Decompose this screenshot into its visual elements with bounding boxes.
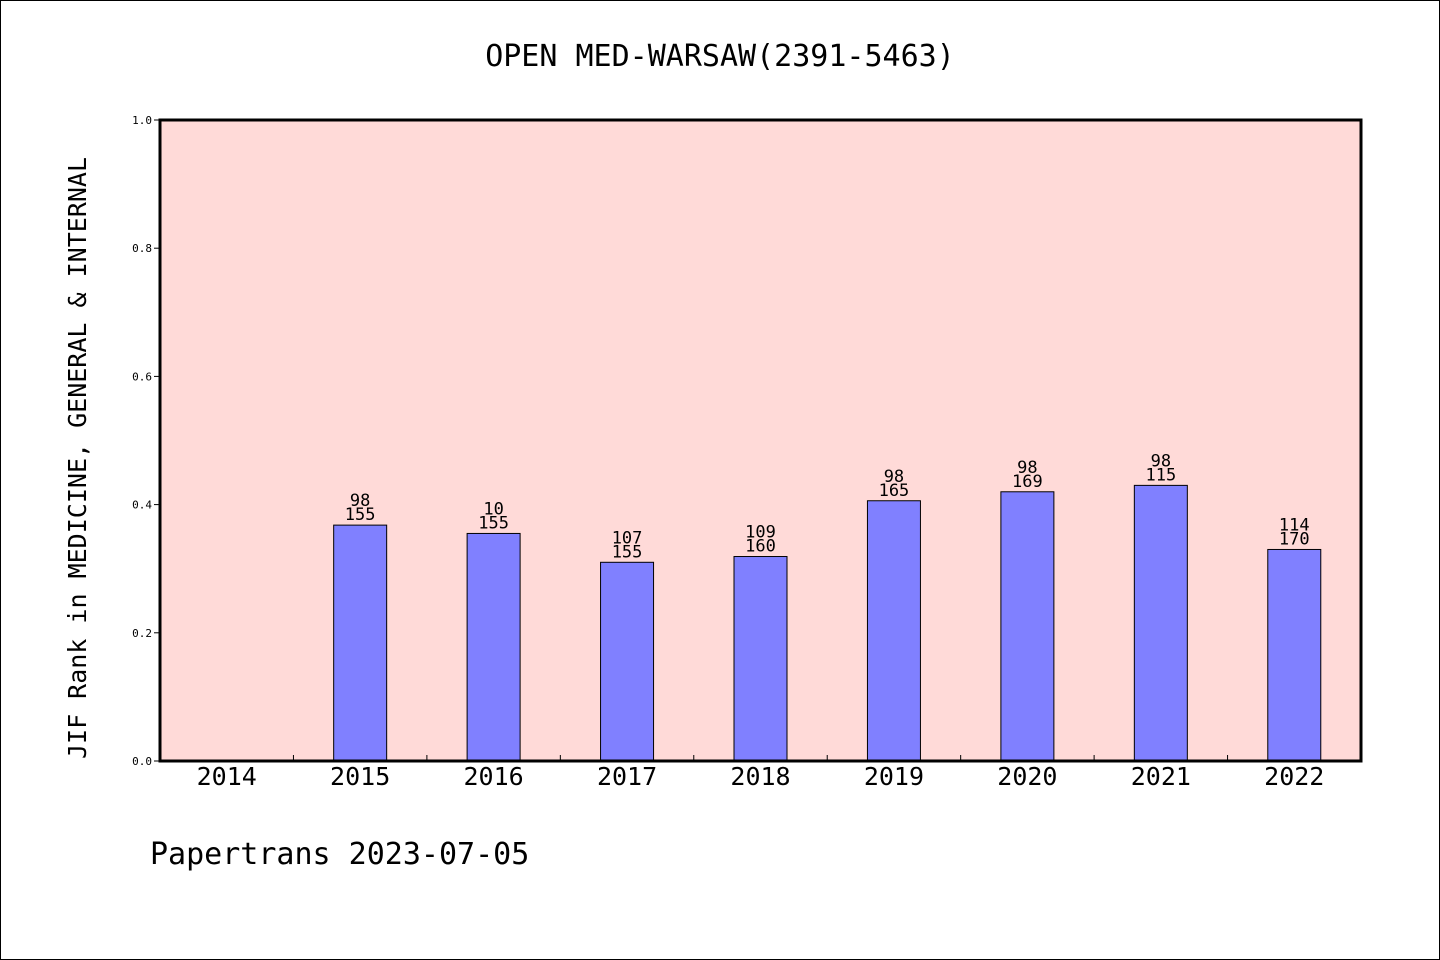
bar — [1133, 484, 1188, 762]
y-axis-label: JIF Rank in MEDICINE, GENERAL & INTERNAL — [63, 157, 92, 759]
y-tick-label: 0.0 — [132, 755, 152, 768]
bar-total-label: 155 — [612, 542, 643, 562]
y-tick-label: 0.2 — [132, 627, 152, 640]
bar-total-label: 155 — [345, 505, 376, 525]
x-tick-label: 2022 — [1264, 762, 1324, 791]
chart-title: OPEN MED-WARSAW(2391-5463) — [485, 39, 955, 74]
bar-rank-label: 98 — [1017, 458, 1037, 478]
bar-total-label: 115 — [1145, 465, 1176, 485]
y-tick-label: 0.6 — [132, 370, 152, 383]
x-tick-label: 2014 — [197, 762, 257, 791]
bar-rank-label: 107 — [612, 528, 643, 548]
x-tick-label: 2020 — [997, 762, 1057, 791]
bar-rank-label: 98 — [884, 467, 904, 487]
bar-total-label: 160 — [745, 537, 776, 557]
y-axis-ticks: 0.0 0.2 0.4 0.6 0.8 1.0 — [132, 114, 160, 768]
bar-rank-label: 109 — [745, 523, 776, 543]
bar — [1267, 548, 1322, 762]
bar — [733, 556, 788, 762]
footer-text: Papertrans 2023-07-05 — [150, 837, 529, 872]
bars-group — [333, 484, 1322, 762]
y-tick-label: 0.8 — [132, 242, 152, 255]
x-tick-label: 2017 — [597, 762, 657, 791]
bar-rank-label: 114 — [1279, 515, 1310, 535]
bar-total-label: 170 — [1279, 529, 1310, 549]
x-tick-label: 2015 — [330, 762, 390, 791]
bar — [600, 561, 655, 762]
bar — [466, 532, 521, 762]
x-axis-ticks: 2014 2015 2016 2017 2018 2019 2020 2021 2022 — [197, 755, 1324, 791]
bar-total-label: 155 — [478, 513, 509, 533]
bar — [866, 500, 921, 762]
y-tick-label: 1.0 — [132, 114, 152, 127]
x-tick-label: 2021 — [1131, 762, 1191, 791]
bar-total-label: 169 — [1012, 472, 1043, 492]
bar — [333, 524, 388, 762]
bar-rank-label: 98 — [1151, 451, 1171, 471]
bar-total-label: 165 — [879, 481, 910, 501]
x-tick-label: 2019 — [864, 762, 924, 791]
y-tick-label: 0.4 — [132, 499, 152, 512]
bar-rank-label: 98 — [350, 491, 370, 511]
bar-rank-label: 10 — [483, 499, 503, 519]
bar — [1000, 491, 1055, 762]
plot-border — [158, 118, 1363, 763]
x-tick-label: 2016 — [464, 762, 524, 791]
x-tick-label: 2018 — [730, 762, 790, 791]
